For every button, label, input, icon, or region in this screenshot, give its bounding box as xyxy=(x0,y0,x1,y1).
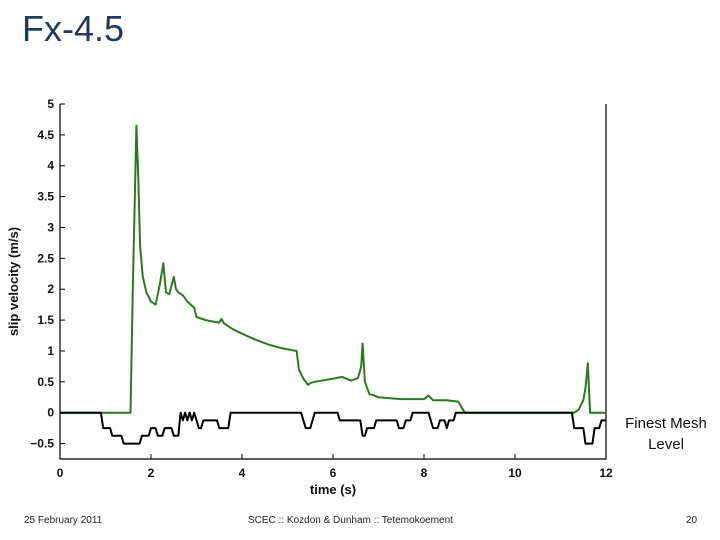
footer-center-text: SCEC :: Kozdon & Dunham :: Tetemokoement xyxy=(248,515,453,526)
chart-series-layer xyxy=(60,124,606,445)
slip-velocity-line xyxy=(60,124,606,414)
finest-mesh-level-label: Finest Mesh Level xyxy=(616,413,716,455)
y-tick-label: 1 xyxy=(47,344,54,358)
y-tick-label: 2.5 xyxy=(37,251,54,265)
y-tick-label: 2 xyxy=(47,282,54,296)
x-tick-label: 12 xyxy=(599,466,613,480)
x-axis-title: time (s) xyxy=(310,482,356,497)
y-tick-label: 4 xyxy=(47,159,54,173)
y-axis-title: slip velocity (m/s) xyxy=(6,227,21,336)
y-tick-labels: −0.5 0 0.5 1 1.5 2 2.5 3 3.5 4 4.5 5 xyxy=(30,97,54,451)
y-tick-label: 3 xyxy=(47,220,54,234)
side-label-line1: Finest Mesh xyxy=(625,415,707,432)
y-tick-label: −0.5 xyxy=(30,437,54,451)
y-tick-label: 4.5 xyxy=(37,128,54,142)
footer-date: 25 February 2011 xyxy=(24,515,103,526)
x-tick-labels: 0 2 4 6 8 10 12 xyxy=(57,466,613,480)
side-label-line2: Level xyxy=(648,436,684,453)
x-tick-label: 10 xyxy=(508,466,522,480)
x-tick-label: 4 xyxy=(239,466,246,480)
slide-title: Fx-4.5 xyxy=(22,8,125,49)
x-tick-label: 6 xyxy=(330,466,337,480)
mesh-level-line xyxy=(60,411,606,445)
x-tick-label: 0 xyxy=(57,466,64,480)
y-tick-label: 0.5 xyxy=(37,375,54,389)
x-tick-label: 2 xyxy=(148,466,155,480)
y-tick-label: 1.5 xyxy=(37,313,54,327)
y-tick-label: 0 xyxy=(47,406,54,420)
x-tick-label: 8 xyxy=(421,466,428,480)
axis-frame xyxy=(59,104,607,460)
y-tick-label: 5 xyxy=(47,97,54,111)
chart-axes xyxy=(59,103,607,460)
y-tick-label: 3.5 xyxy=(37,190,54,204)
footer-page-number: 20 xyxy=(686,515,698,526)
